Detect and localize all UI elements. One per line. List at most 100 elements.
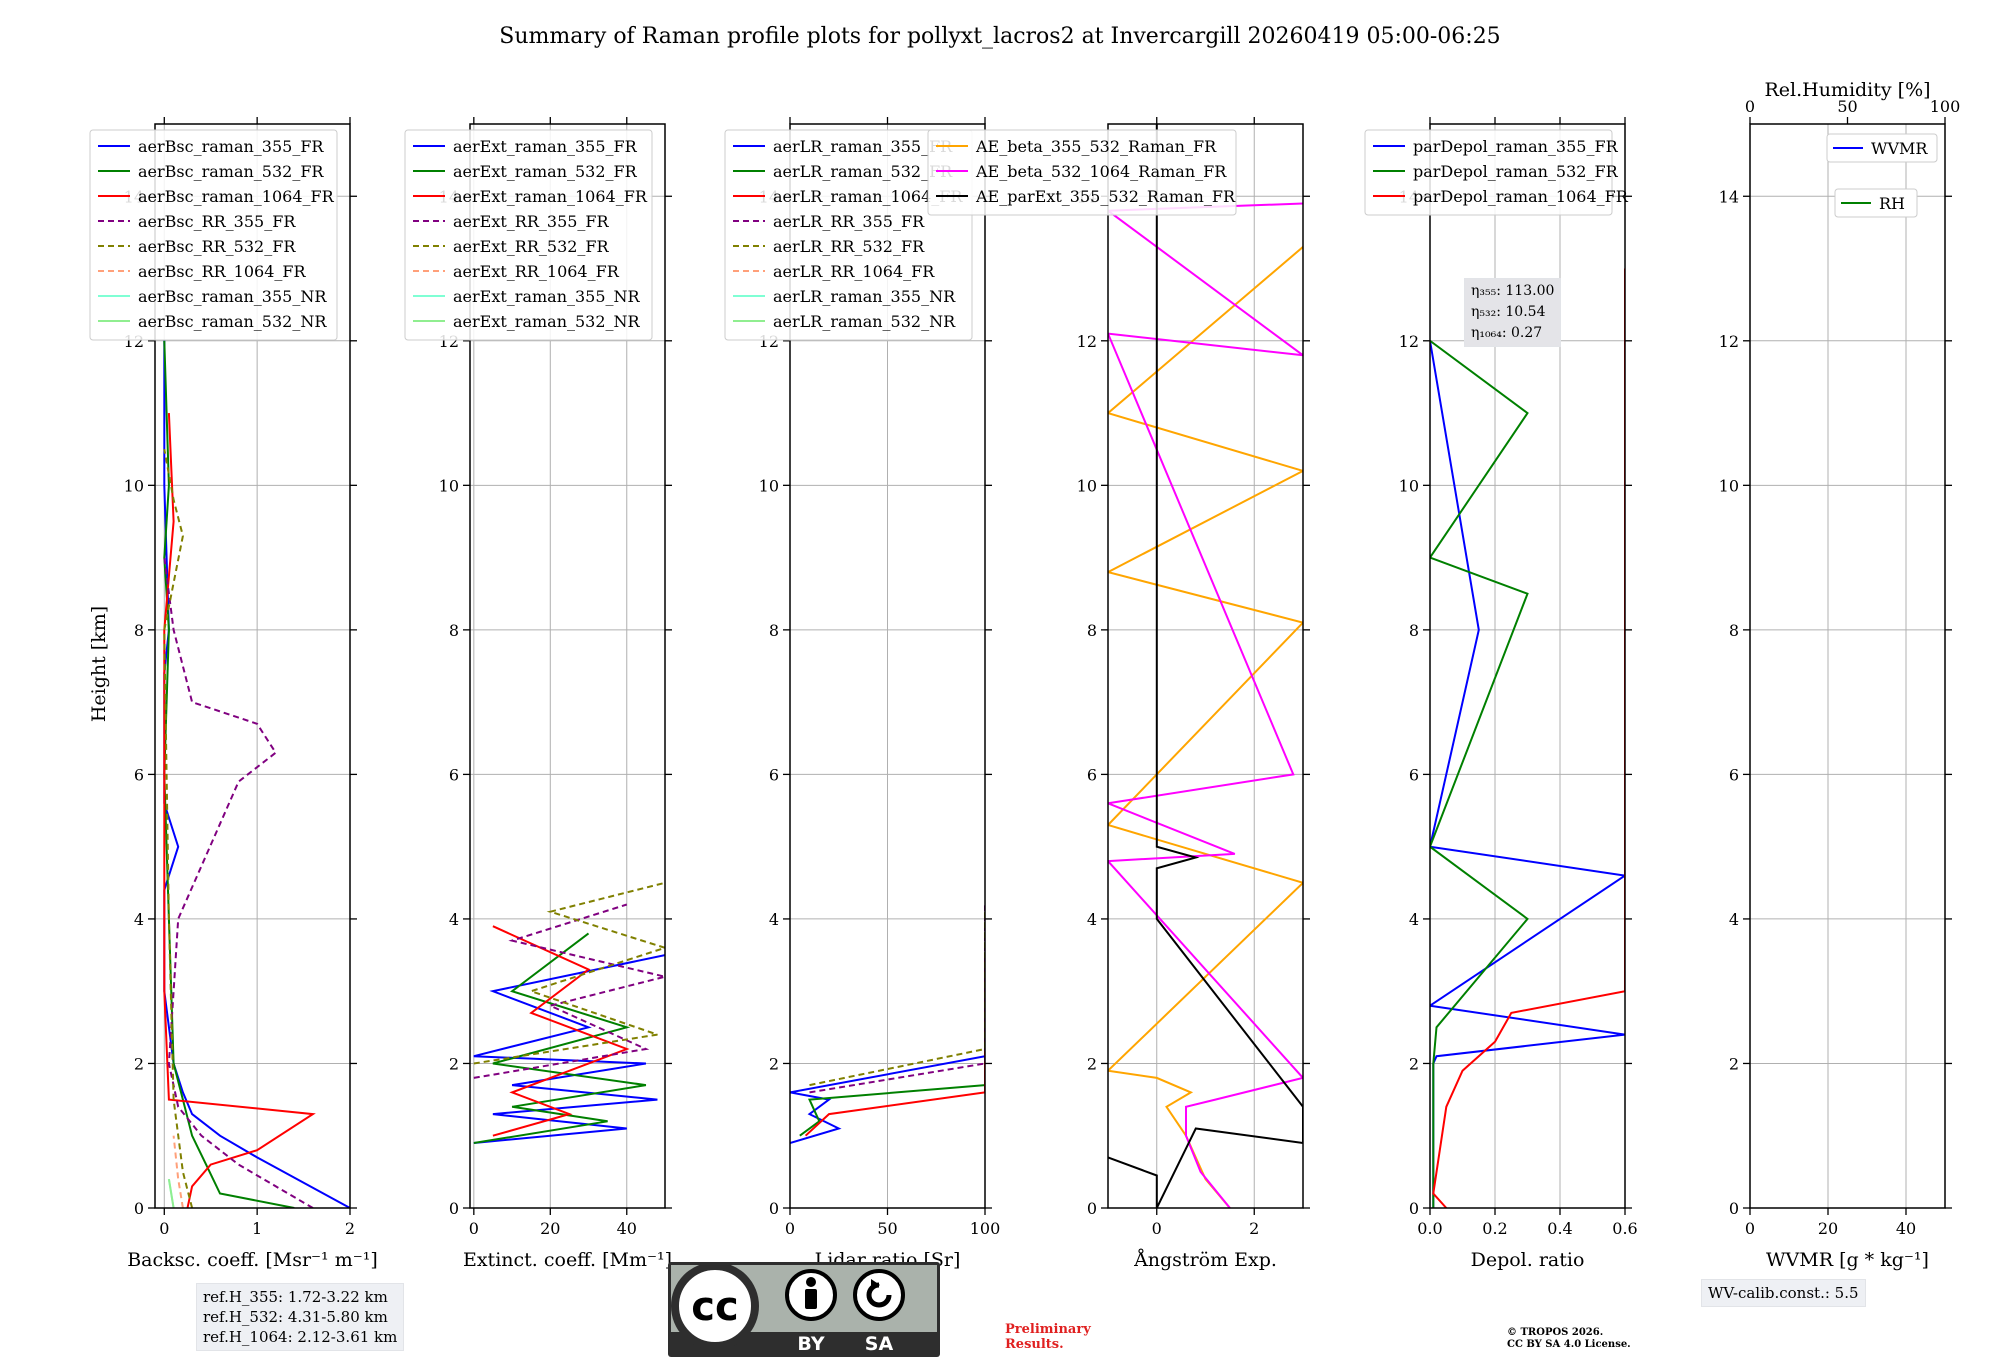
legend: parDepol_raman_355_FR parDepol_raman_532_… bbox=[1364, 129, 1629, 216]
legend-label: parDepol_raman_355_FR bbox=[1413, 137, 1619, 156]
legend-frame bbox=[1834, 188, 1918, 218]
series-group bbox=[1108, 124, 1303, 1208]
y-tick-label: 0 bbox=[1729, 1199, 1739, 1218]
eta-355: η₃₅₅: 113.00 bbox=[1471, 283, 1555, 299]
y-tick-label: 10 bbox=[1719, 476, 1739, 495]
series-line-aerLR_RR_355_FR bbox=[809, 904, 985, 1094]
legend-label: AE_beta_532_1064_Raman_FR bbox=[975, 162, 1227, 181]
cc-license-badge[interactable]: cc BY SA bbox=[668, 1262, 940, 1357]
legend-label: aerExt_raman_532_FR bbox=[453, 162, 638, 181]
y-tick-label: 4 bbox=[1409, 910, 1419, 929]
legend-label: aerBsc_RR_355_FR bbox=[138, 212, 296, 231]
axes-frame bbox=[789, 123, 986, 1209]
legend-label: aerExt_raman_355_FR bbox=[453, 137, 638, 156]
series-line-aerExt_raman_532_FR bbox=[473, 932, 647, 1144]
x-tick-label: 0 bbox=[1152, 1219, 1162, 1238]
legend-label: aerBsc_raman_1064_FR bbox=[138, 187, 335, 206]
top-tick-label: 100 bbox=[1930, 97, 1961, 116]
legend: WVMR bbox=[1826, 133, 1938, 163]
legend-label: AE_parExt_355_532_Raman_FR bbox=[975, 187, 1236, 206]
y-tick-label: 4 bbox=[1729, 910, 1739, 929]
wv-calib-const: WV-calib.const.: 5.5 bbox=[1708, 1284, 1859, 1302]
legend-label: aerLR_raman_355_NR bbox=[773, 287, 956, 306]
y-tick-label: 2 bbox=[1409, 1054, 1419, 1073]
y-tick-label: 0 bbox=[134, 1199, 144, 1218]
series-line-aerLR_raman_1064_FR bbox=[804, 955, 985, 1137]
y-tick-label: 8 bbox=[1409, 621, 1419, 640]
axes-frame bbox=[469, 123, 666, 1209]
copyright-line-2: CC BY SA 4.0 License. bbox=[1507, 1339, 1631, 1350]
legend-label: aerLR_raman_532_FR bbox=[773, 162, 953, 181]
series-group bbox=[473, 881, 665, 1144]
x-axis-label: WVMR [g * kg⁻¹] bbox=[1766, 1249, 1929, 1271]
y-tick-label: 12 bbox=[1077, 332, 1097, 351]
by-label: BY bbox=[797, 1333, 824, 1355]
series-line-parDepol_raman_532_FR bbox=[1430, 339, 1529, 1208]
cc-logo-icon bbox=[671, 1262, 759, 1350]
legend: aerBsc_raman_355_FR aerBsc_raman_532_FRae… bbox=[89, 129, 338, 341]
x-tick-label: 2 bbox=[345, 1219, 355, 1238]
legend-label: WVMR bbox=[1871, 139, 1928, 158]
x-tick-label: 1 bbox=[252, 1219, 262, 1238]
x-axis-label: Ångström Exp. bbox=[1133, 1249, 1277, 1271]
y-tick-label: 10 bbox=[124, 476, 144, 495]
x-tick-label: 2 bbox=[1249, 1219, 1259, 1238]
y-tick-label: 2 bbox=[1087, 1054, 1097, 1073]
panel-2: 0246810121402040Extinct. coeff. [Mm⁻¹]ae… bbox=[404, 117, 672, 1271]
legend-label: RH bbox=[1879, 194, 1905, 213]
series-line-aerLR_RR_532_FR bbox=[809, 911, 985, 1087]
y-tick-label: 4 bbox=[134, 910, 144, 929]
series-line-aerBsc_RR_1064_FR bbox=[172, 1135, 184, 1208]
y-tick-label: 8 bbox=[1729, 621, 1739, 640]
legend-label: aerExt_raman_355_NR bbox=[453, 287, 641, 306]
series-line-aerExt_raman_355_FR bbox=[473, 954, 665, 1144]
legend-label: aerLR_raman_1064_FR bbox=[773, 187, 963, 206]
x-tick-label: 0 bbox=[785, 1219, 795, 1238]
y-tick-label: 2 bbox=[449, 1054, 459, 1073]
y-tick-label: 6 bbox=[1409, 765, 1419, 784]
axes-frame bbox=[1107, 123, 1304, 1209]
legend-frame bbox=[927, 129, 1237, 216]
figure-title: Summary of Raman profile plots for polly… bbox=[499, 24, 1500, 49]
y-tick-label: 10 bbox=[1399, 476, 1419, 495]
legend: RH bbox=[1834, 188, 1918, 218]
legend-frame bbox=[1826, 133, 1938, 163]
series-group bbox=[790, 904, 985, 1144]
y-tick-label: 4 bbox=[769, 910, 779, 929]
legend-label: aerBsc_RR_532_FR bbox=[138, 237, 296, 256]
wv-calibration-box: WV-calib.const.: 5.5 bbox=[1701, 1279, 1866, 1307]
x-axis-label: Extinct. coeff. [Mm⁻¹] bbox=[463, 1249, 672, 1271]
legend-label: aerBsc_raman_532_FR bbox=[138, 162, 324, 181]
y-tick-label: 6 bbox=[449, 765, 459, 784]
panel-1: 02468101214012Backsc. coeff. [Msr⁻¹ m⁻¹]… bbox=[89, 117, 378, 1271]
preliminary-line-1: Preliminary bbox=[1005, 1322, 1091, 1337]
sa-sharealike-icon bbox=[853, 1269, 905, 1321]
panel-3: 02468101214050100Lidar ratio [Sr]aerLR_r… bbox=[724, 117, 1000, 1271]
x-tick-label: 0.2 bbox=[1482, 1219, 1507, 1238]
eta-1064: η₁₀₆₄: 0.27 bbox=[1471, 325, 1543, 341]
sa-label: SA bbox=[865, 1333, 894, 1355]
ref-h-1064: ref.H_1064: 2.12-3.61 km bbox=[203, 1328, 398, 1346]
copyright-note: © TROPOS 2026. CC BY SA 4.0 License. bbox=[1507, 1327, 1631, 1351]
series-line-parDepol_raman_1064_FR bbox=[1432, 268, 1625, 1208]
legend-label: aerLR_raman_532_NR bbox=[773, 312, 956, 331]
legend-label: aerBsc_raman_355_NR bbox=[138, 287, 327, 306]
y-tick-label: 2 bbox=[134, 1054, 144, 1073]
y-tick-label: 14 bbox=[1719, 187, 1739, 206]
x-tick-label: 40 bbox=[1896, 1219, 1916, 1238]
y-tick-label: 6 bbox=[134, 765, 144, 784]
y-tick-label: 2 bbox=[769, 1054, 779, 1073]
y-tick-label: 6 bbox=[1729, 765, 1739, 784]
legend-label: parDepol_raman_1064_FR bbox=[1413, 187, 1629, 206]
top-tick-label: 0 bbox=[1745, 97, 1755, 116]
legend-label: AE_beta_355_532_Raman_FR bbox=[975, 137, 1217, 156]
series-line-AE_parExt_355_532_Raman_FR bbox=[1108, 124, 1303, 1208]
legend-frame bbox=[89, 129, 338, 341]
x-axis-label: Depol. ratio bbox=[1471, 1249, 1585, 1271]
series-line-AE_beta_355_532_Raman_FR bbox=[1108, 246, 1303, 1208]
x-tick-label: 50 bbox=[877, 1219, 897, 1238]
y-tick-label: 2 bbox=[1729, 1054, 1739, 1073]
legend-label: aerLR_RR_355_FR bbox=[773, 212, 925, 231]
